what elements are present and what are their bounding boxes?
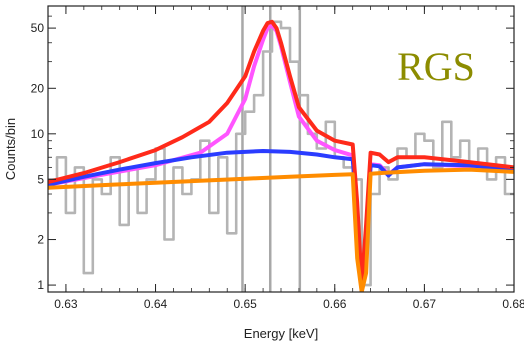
y-tick-label-1: 2 — [37, 233, 44, 247]
x-tick-label-5: 0.68 — [502, 297, 524, 311]
series-line-3 — [48, 19, 514, 288]
x-axis-label: Energy [keV] — [244, 326, 318, 341]
y-tick-label-2: 5 — [37, 172, 44, 186]
x-axis: 0.63 0.64 0.65 0.66 0.67 0.68 — [47, 6, 524, 311]
y-axis-label: Counts/bin — [3, 118, 18, 180]
x-tick-label-4: 0.67 — [413, 297, 437, 311]
y-tick-label-5: 50 — [31, 21, 45, 35]
y-tick-label-0: 1 — [37, 278, 44, 292]
x-tick-label-1: 0.64 — [144, 297, 168, 311]
line-energy-markers — [241, 6, 302, 292]
x-tick-label-2: 0.65 — [233, 297, 257, 311]
y-tick-label-3: 10 — [31, 127, 45, 141]
instrument-annotation: RGS — [397, 44, 475, 89]
series-layer — [48, 19, 514, 292]
y-tick-label-4: 20 — [31, 81, 45, 95]
x-tick-label-0: 0.63 — [54, 297, 78, 311]
y-axis: 1 2 5 10 20 50 — [31, 15, 514, 292]
series-line-4 — [48, 167, 514, 292]
x-tick-label-3: 0.66 — [323, 297, 347, 311]
